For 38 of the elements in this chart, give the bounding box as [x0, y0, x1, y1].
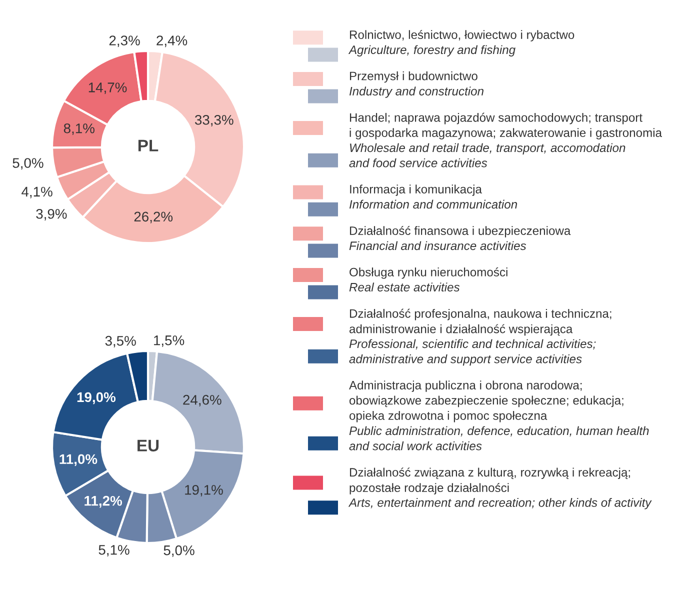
- text: PL: [138, 140, 158, 152]
- data-label: 24,6%: [183, 394, 222, 406]
- data-label: 4,1%: [22, 186, 52, 198]
- legend-label: Professional, scientific and technical activities; administrative and support service activities: [349, 339, 596, 366]
- data-label: 33,3%: [194, 114, 234, 126]
- data-label: 5,0%: [12, 158, 44, 170]
- text: EU: [138, 440, 159, 452]
- data-label: 3,9%: [36, 208, 67, 220]
- legend-label: Przemysł i budownictwo: [350, 71, 478, 83]
- data-label: 8,1%: [64, 123, 94, 135]
- legend-label: Informacja i komunikacja: [350, 184, 482, 196]
- legend-label: Financial and insurance activities: [349, 241, 526, 250]
- data-label: 1,5%: [154, 335, 184, 347]
- data-label: 3,5%: [105, 336, 136, 348]
- legend-label: Obsługa rynku nieruchomości: [350, 267, 508, 279]
- legend-label: Wholesale and retail trade, transport, accomodation and food service activities: [349, 143, 626, 168]
- legend-label: Działalność związana z kulturą, rozrywką i rekreacją; pozostałe rodzaje działalności: [350, 468, 630, 494]
- legend-label: Administracja publiczna i obrona narodowa; obowiązkowe zabezpieczenie społeczne; edukacja; opieka zdrowotna i pomoc społeczna: [349, 380, 624, 422]
- legend-label: Real estate activities: [349, 282, 460, 292]
- data-label: 14,7%: [88, 82, 127, 94]
- legend-label: Industry and construction: [349, 86, 484, 98]
- data-label: 19,1%: [185, 484, 223, 496]
- legend-label: Information and communication: [349, 200, 518, 209]
- legend-label: Działalność finansowa i ubezpieczeniowa: [350, 226, 571, 238]
- legend-label: Agriculture, forestry and fishing: [348, 45, 516, 56]
- data-label: 19,0%: [77, 392, 116, 404]
- legend-label: Public administration, defence, education, human health and social work activities: [349, 426, 649, 450]
- legend-label: Działalność profesjonalna, naukowa i techniczna; administrowanie i działalność wspierająca: [350, 308, 612, 336]
- data-label: 26,2%: [134, 212, 173, 224]
- data-label: 11,2%: [84, 496, 122, 508]
- data-label: 5,1%: [98, 544, 130, 556]
- data-label: 2,4%: [156, 36, 188, 48]
- legend-label: Rolnictwo, leśnictwo, łowiectwo i rybactwo: [350, 30, 574, 42]
- data-label: 5,0%: [164, 545, 194, 557]
- data-label: 2,3%: [109, 36, 140, 48]
- data-label: 11,0%: [60, 454, 98, 466]
- legend-label: Handel; naprawa pojazdów samochodowych; transport i gospodarka magazynowa; zakwaterowanie i gastronomia: [350, 112, 662, 140]
- legend-label: Arts, entertainment and recreation; other kinds of activity: [348, 498, 652, 510]
